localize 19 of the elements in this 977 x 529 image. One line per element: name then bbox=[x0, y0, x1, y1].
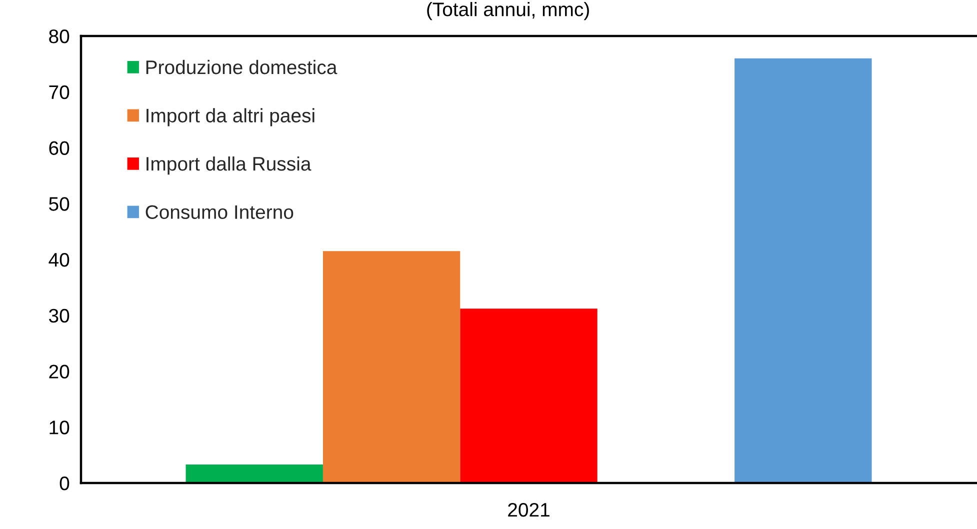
chart-title: (Totali annui, mmc) bbox=[427, 2, 589, 20]
y-tick-label: 30 bbox=[49, 308, 70, 323]
y-tick-label: 40 bbox=[48, 252, 70, 267]
bar bbox=[460, 308, 598, 483]
legend-label: Import da altri paesi bbox=[146, 108, 314, 126]
bar bbox=[322, 251, 460, 483]
legend-label: Consumo Interno bbox=[146, 205, 294, 219]
y-tick-label: 70 bbox=[49, 85, 70, 100]
y-tick-label: 60 bbox=[49, 141, 70, 155]
y-tick-label: 10 bbox=[50, 420, 70, 434]
legend-label: Produzione domestica bbox=[146, 60, 338, 74]
y-tick-label: 20 bbox=[49, 364, 70, 378]
bar bbox=[734, 58, 872, 483]
x-tick-label: 2021 bbox=[508, 502, 550, 517]
bar bbox=[186, 464, 323, 483]
y-tick-label: 0 bbox=[60, 476, 70, 490]
y-tick-label: 80 bbox=[49, 29, 70, 44]
legend-label: Import dalla Russia bbox=[146, 156, 312, 175]
y-tick-label: 50 bbox=[49, 197, 70, 211]
